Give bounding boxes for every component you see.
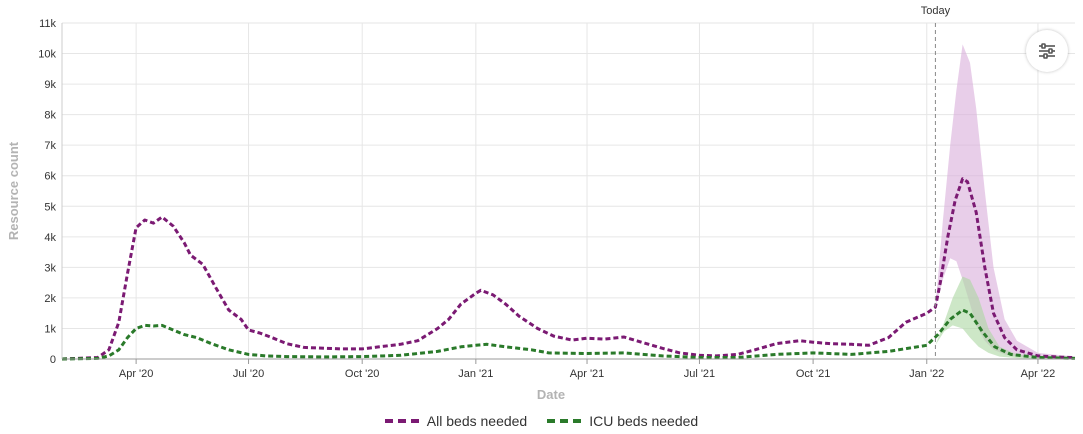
x-axis-title: Date (537, 387, 565, 402)
x-tick-label: Jul '21 (684, 368, 715, 380)
x-axis: Apr '20 Jul '20 Oct '20 Jan '21 Apr '21 Jul '… (62, 358, 1075, 380)
today-label: Today (921, 5, 951, 17)
uncertainty-bands (935, 44, 1075, 359)
y-tick-label: 5k (44, 201, 56, 213)
sliders-icon (1039, 43, 1055, 59)
x-tick-label: Jul '20 (233, 368, 264, 380)
x-tick-label: Oct '21 (796, 368, 831, 380)
chart-area: 0 1k 2k 3k 4k 5k 6k 7k 8k 9k 10k 11k Apr '20 Jul '20… (6, 5, 1076, 402)
today-marker: Today (921, 5, 951, 359)
chart-settings-button[interactable] (1026, 30, 1068, 72)
y-tick-label: 6k (44, 171, 56, 183)
grid-lines (62, 22, 1075, 360)
x-tick-label: Oct '20 (345, 368, 380, 380)
legend-label-icu-beds: ICU beds needed (589, 413, 699, 429)
legend: All beds needed ICU beds needed (0, 410, 1083, 432)
x-tick-label: Jan '22 (909, 368, 944, 380)
legend-swatch-icu-beds (547, 419, 582, 423)
y-tick-label: 7k (44, 140, 56, 152)
x-tick-label: Apr '22 (1021, 368, 1056, 380)
legend-item-all-beds[interactable]: All beds needed (384, 413, 528, 429)
y-tick-label: 11k (39, 18, 56, 30)
legend-swatch-all-beds (384, 419, 419, 423)
y-tick-label: 9k (44, 79, 56, 91)
x-tick-label: Apr '20 (119, 368, 154, 380)
y-tick-label: 0 (50, 354, 56, 366)
y-tick-label: 10k (38, 49, 56, 61)
y-axis-title: Resource count (6, 141, 21, 240)
y-tick-label: 3k (44, 262, 56, 274)
series-lines (61, 177, 1076, 361)
series-line-0 (61, 177, 1076, 361)
x-tick-label: Jan '21 (458, 368, 493, 380)
x-tick-label: Apr '21 (570, 368, 605, 380)
y-tick-label: 2k (44, 293, 56, 305)
uncertainty-band-1 (935, 276, 1075, 359)
legend-label-all-beds: All beds needed (426, 413, 528, 429)
y-tick-label: 8k (44, 110, 56, 122)
uncertainty-band-0 (935, 44, 1075, 359)
series-line-1 (61, 308, 1076, 361)
y-axis: 0 1k 2k 3k 4k 5k 6k 7k 8k 9k 10k 11k (38, 18, 63, 366)
legend-item-icu-beds[interactable]: ICU beds needed (547, 413, 698, 429)
y-tick-label: 4k (44, 232, 56, 244)
y-tick-label: 1k (44, 323, 56, 335)
